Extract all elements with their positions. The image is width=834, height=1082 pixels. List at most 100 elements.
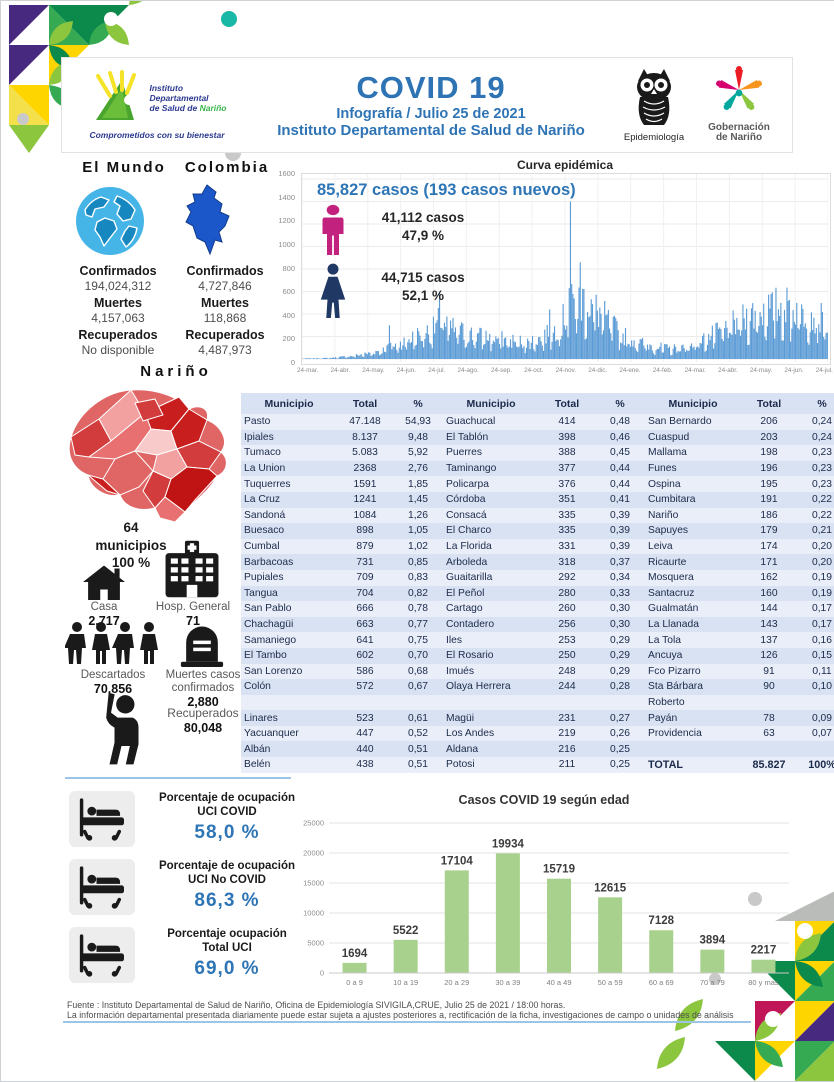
epidemiologia-logo: Epidemiología: [616, 67, 692, 143]
table-cell: Funes: [645, 461, 741, 477]
table-cell: La Cruz: [241, 492, 337, 508]
age-value-label: 15719: [543, 864, 575, 876]
hospital-icon: [161, 539, 223, 599]
table-cell: 0,10: [797, 679, 834, 695]
age-value-label: 1694: [342, 948, 368, 960]
table-cell: 0,68: [393, 664, 443, 680]
table-row: Roberto: [241, 695, 834, 711]
recuperados-stat: Recuperados 80,048: [153, 707, 253, 735]
table-cell: Linares: [241, 710, 337, 726]
hospital-bed-icon: [75, 797, 129, 841]
footer-disclaimer-line: La información departamental presentada …: [67, 1010, 779, 1020]
table-cell: [645, 741, 741, 757]
table-cell: 280: [539, 586, 595, 602]
age-bar: [394, 940, 418, 973]
table-cell: Belén: [241, 757, 337, 773]
table-cell: Santacruz: [645, 586, 741, 602]
table-cell: 1084: [337, 508, 393, 524]
table-cell: 8.137: [337, 430, 393, 446]
table-cell: Barbacoas: [241, 554, 337, 570]
table-cell: 90: [741, 679, 797, 695]
male-stats: 41,112 casos 47,9 %: [363, 209, 483, 244]
age-x-tick: 80 y mas: [748, 978, 779, 987]
gobernacion-star-icon: [712, 66, 766, 118]
curve-x-tick: 24-jun.: [397, 367, 416, 374]
table-header-cell: Municipio: [443, 393, 539, 414]
table-cell: 54,93: [393, 414, 443, 430]
page-title: COVID 19: [246, 71, 616, 106]
table-cell: 523: [337, 710, 393, 726]
table-cell: TOTAL: [645, 757, 741, 773]
female-cases: 44,715 casos: [363, 269, 483, 287]
curve-x-tick: 24-nov.: [556, 367, 577, 374]
age-value-label: 12615: [594, 882, 627, 894]
table-cell: 0,51: [393, 757, 443, 773]
table-cell: 1,02: [393, 539, 443, 555]
curve-x-tick: 24-abr.: [718, 367, 738, 374]
table-header-cell: Municipio: [645, 393, 741, 414]
table-cell: 0,22: [797, 508, 834, 524]
table-cell: 0,17: [797, 601, 834, 617]
table-cell: El Peñol: [443, 586, 539, 602]
uci-percentage: 69,0 %: [143, 957, 311, 981]
table-cell: El Charco: [443, 523, 539, 539]
table-cell: 206: [741, 414, 797, 430]
table-header-cell: Municipio: [241, 393, 337, 414]
table-cell: Mosquera: [645, 570, 741, 586]
recovered-person-icon: [97, 689, 147, 773]
table-cell: 0,25: [595, 741, 645, 757]
table-cell: Ancuya: [645, 648, 741, 664]
table-cell: 0,39: [595, 523, 645, 539]
table-cell: 0,15: [797, 648, 834, 664]
table-cell: 2,76: [393, 461, 443, 477]
table-cell: 219: [539, 726, 595, 742]
table-cell: 0,34: [595, 570, 645, 586]
table-cell: 0,11: [797, 664, 834, 680]
table-cell: 0,45: [595, 445, 645, 461]
table-cell: 231: [539, 710, 595, 726]
table-cell: Puerres: [443, 445, 539, 461]
table-cell: 0,20: [797, 554, 834, 570]
table-cell: 0,33: [595, 586, 645, 602]
table-cell: 0,51: [393, 741, 443, 757]
table-cell: San Bernardo: [645, 414, 741, 430]
table-cell: Leiva: [645, 539, 741, 555]
table-cell: Tuquerres: [241, 476, 337, 492]
table-cell: 0,52: [393, 726, 443, 742]
table-cell: 162: [741, 570, 797, 586]
age-bar: [547, 879, 571, 973]
age-y-tick: 0: [320, 969, 324, 978]
curve-x-tick: 24-mar.: [685, 367, 706, 374]
table-cell: Pasto: [241, 414, 337, 430]
table-cell: 0,41: [595, 492, 645, 508]
table-cell: Sta Bárbara: [645, 679, 741, 695]
age-chart-title: Casos COVID 19 según edad: [289, 793, 799, 807]
age-bar: [649, 930, 673, 973]
table-cell: 0,61: [393, 710, 443, 726]
table-cell: Ricaurte: [645, 554, 741, 570]
table-cell: Los Andes: [443, 726, 539, 742]
curve-x-tick: 24-jul.: [428, 367, 445, 374]
curve-y-tick: 1000: [278, 240, 295, 249]
table-cell: 0,16: [797, 632, 834, 648]
table-cell: 196: [741, 461, 797, 477]
curve-y-tick: 800: [282, 264, 295, 273]
table-cell: 572: [337, 679, 393, 695]
table-cell: Pupiales: [241, 570, 337, 586]
curve-x-tick: 24-jul.: [816, 367, 833, 374]
table-cell: 438: [337, 757, 393, 773]
table-cell: 0,17: [797, 617, 834, 633]
table-cell: 0,70: [393, 648, 443, 664]
table-header-cell: %: [595, 393, 645, 414]
table-cell: El Rosario: [443, 648, 539, 664]
world-stats: Confirmados 194,024,312 Muertes 4,157,06…: [55, 263, 181, 359]
